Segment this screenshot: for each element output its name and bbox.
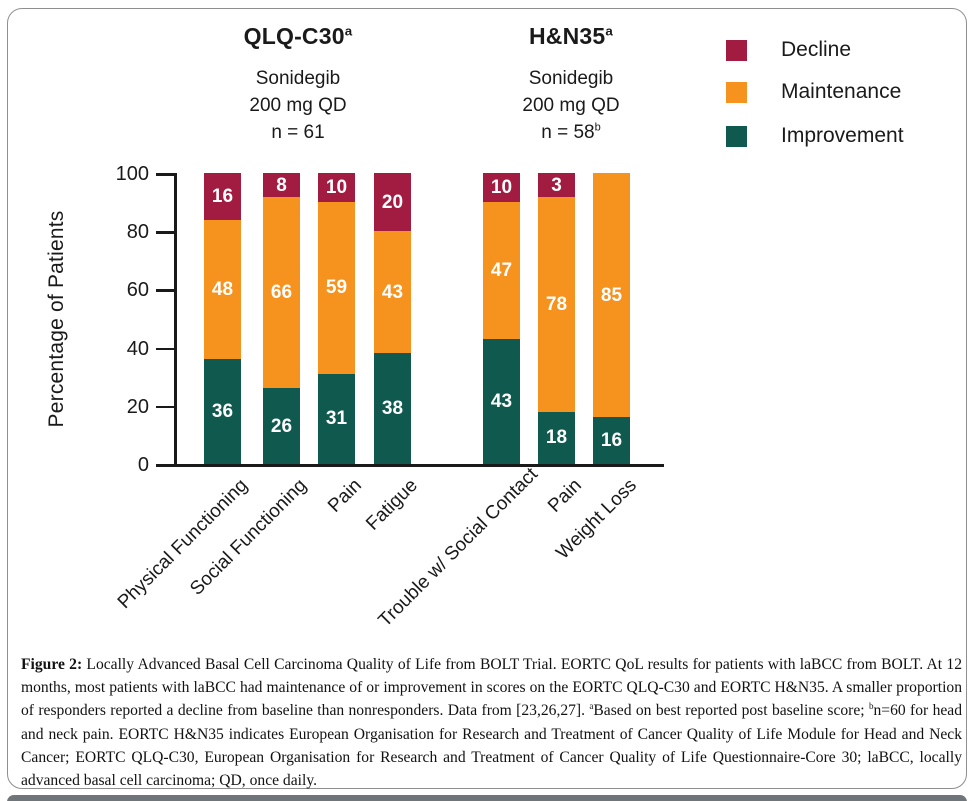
bar-social-functioning: 8 66 26 — [263, 173, 300, 464]
segment-value: 26 — [270, 415, 293, 437]
segment-decline: 10 — [318, 173, 355, 203]
legend-item-decline: Decline — [726, 38, 851, 62]
legend-swatch-decline — [726, 39, 747, 61]
segment-decline: 8 — [263, 173, 300, 197]
y-tick — [156, 289, 175, 292]
segment-improvement: 38 — [374, 353, 411, 464]
segment-value: 48 — [211, 278, 234, 300]
group-header-1: QLQ-C30a Sonidegib 200 mg QD n = 61 — [178, 23, 418, 146]
caption-figure-label: Figure 2: — [21, 656, 83, 673]
segment-value: 16 — [600, 430, 623, 452]
subtitle-line: Sonidegib — [528, 68, 614, 89]
y-tick-label: 0 — [137, 454, 149, 476]
y-tick — [156, 231, 175, 234]
y-tick — [156, 464, 175, 467]
figure-card: QLQ-C30a Sonidegib 200 mg QD n = 61 H&N35a So… — [7, 8, 967, 789]
segment-value: 43 — [490, 390, 513, 412]
segment-maintenance: 66 — [263, 197, 300, 389]
segment-decline: 3 — [538, 173, 575, 197]
group-title-superscript: a — [344, 23, 353, 39]
segment-maintenance: 47 — [483, 202, 520, 339]
bar-pain: 10 59 31 — [318, 173, 355, 464]
n-count-superscript: b — [594, 121, 601, 134]
y-tick — [156, 347, 175, 351]
group-title: H&N35a — [528, 23, 614, 49]
segment-maintenance: 78 — [538, 197, 575, 412]
segment-maintenance: 43 — [374, 231, 411, 354]
caption-superscript: a — [589, 701, 594, 712]
caption-text: Based on best reported post baseline sco… — [593, 702, 869, 720]
bar-weight-loss: 85 16 — [593, 173, 630, 464]
legend-item-improvement: Improvement — [726, 124, 904, 148]
next-section-edge — [7, 795, 967, 801]
segment-improvement: 26 — [263, 388, 300, 464]
y-tick-label: 40 — [126, 337, 149, 360]
qol-stacked-bar-chart: QLQ-C30a Sonidegib 200 mg QD n = 61 H&N35a So… — [8, 9, 966, 788]
subtitle-line: 200 mg QD — [522, 95, 620, 116]
segment-maintenance: 59 — [318, 202, 355, 374]
y-tick — [156, 173, 175, 176]
n-count: n = 61 — [271, 122, 325, 143]
segment-maintenance: 85 — [593, 173, 630, 418]
group-header-2: H&N35a Sonidegib 200 mg QD n = 58b — [451, 23, 691, 146]
segment-value: 10 — [325, 177, 348, 199]
segment-improvement: 18 — [538, 411, 575, 464]
legend-swatch-maintenance — [726, 81, 747, 103]
y-tick-label: 100 — [115, 163, 149, 185]
subtitle-line: 200 mg QD — [249, 95, 347, 116]
segment-decline: 16 — [204, 173, 241, 220]
legend-label: Decline — [781, 38, 852, 61]
segment-value: 38 — [381, 398, 404, 420]
segment-value: 36 — [211, 401, 234, 423]
legend-swatch-improvement — [726, 125, 747, 147]
x-axis-line — [174, 464, 664, 467]
segment-improvement: 16 — [593, 417, 630, 464]
y-axis-title: Percentage of Patients — [45, 210, 68, 428]
group-title-superscript: a — [605, 23, 614, 39]
subtitle-line: Sonidegib — [255, 68, 341, 89]
segment-improvement: 31 — [318, 373, 355, 464]
segment-value: 16 — [211, 185, 234, 207]
bar-physical-functioning: 16 48 36 — [204, 173, 241, 464]
segment-value: 78 — [545, 293, 568, 315]
segment-value: 8 — [276, 174, 287, 196]
segment-maintenance: 48 — [204, 219, 241, 360]
y-tick-label: 60 — [126, 279, 149, 302]
segment-value: 66 — [270, 282, 293, 304]
segment-value: 20 — [381, 191, 404, 213]
n-count: n = 58b — [541, 121, 601, 143]
figure-caption: Figure 2: Locally Advanced Basal Cell Ca… — [21, 653, 962, 792]
segment-value: 3 — [551, 174, 562, 196]
segment-value: 47 — [490, 259, 513, 281]
y-tick-label: 20 — [126, 395, 149, 418]
group-subtitle: Sonidegib 200 mg QD n = 61 — [178, 65, 418, 146]
segment-value: 85 — [600, 284, 623, 306]
segment-improvement: 43 — [483, 338, 520, 464]
segment-improvement: 36 — [204, 359, 241, 464]
segment-value: 31 — [325, 408, 348, 430]
legend-item-maintenance: Maintenance — [726, 80, 901, 104]
group-subtitle: Sonidegib 200 mg QD n = 58b — [451, 65, 691, 146]
group-title: QLQ-C30a — [243, 23, 353, 49]
caption-text: Locally Advanced Basal Cell Carcinoma Qu… — [21, 656, 963, 720]
caption-superscript: b — [868, 701, 874, 712]
bar-trouble-w-social-contact: 10 47 43 — [483, 173, 520, 464]
segment-value: 10 — [490, 177, 513, 199]
bar-pain: 3 78 18 — [538, 173, 575, 464]
segment-decline: 10 — [483, 173, 520, 203]
bar-fatigue: 20 43 38 — [374, 173, 411, 464]
legend-label: Maintenance — [781, 80, 902, 103]
segment-value: 43 — [381, 281, 404, 303]
segment-value: 18 — [545, 427, 568, 449]
y-axis-line — [174, 173, 177, 467]
y-tick — [156, 405, 175, 409]
segment-value: 59 — [325, 277, 348, 299]
legend-label: Improvement — [781, 124, 904, 147]
caption-text: n=60 for head and neck pain. EORTC H&N35… — [21, 702, 963, 790]
y-tick-label: 80 — [126, 221, 149, 244]
segment-decline: 20 — [374, 173, 411, 232]
